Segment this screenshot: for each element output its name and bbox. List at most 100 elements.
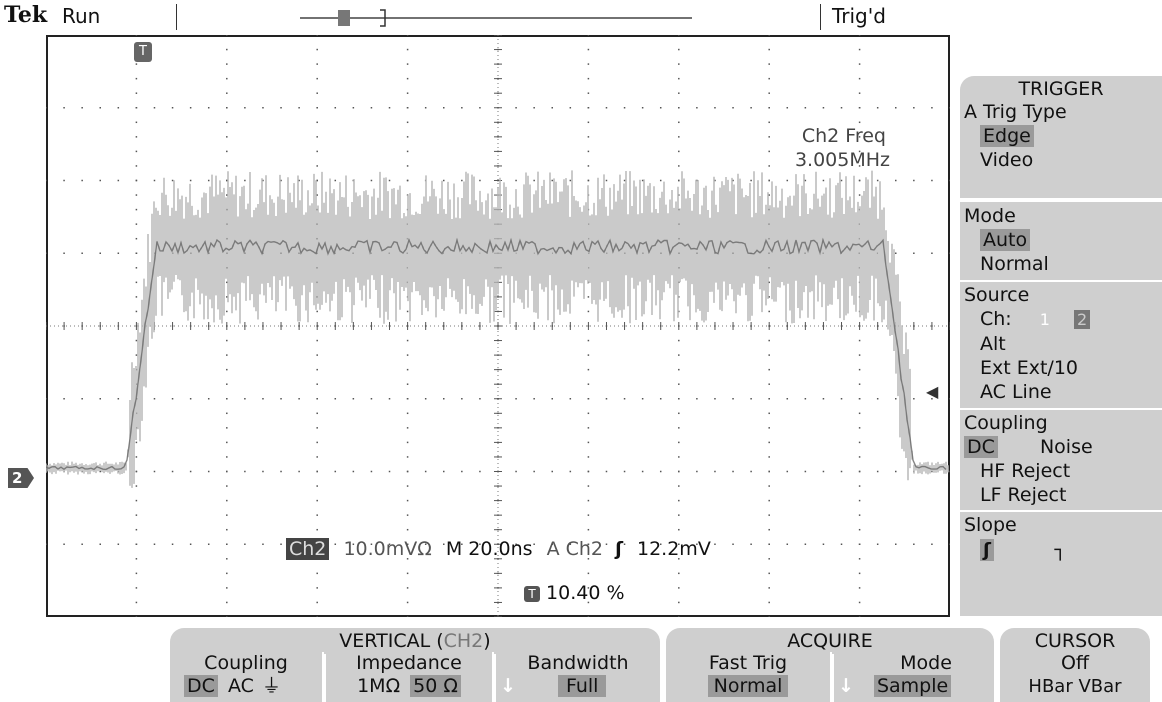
graticule-dot: [46, 252, 47, 254]
source-ch2[interactable]: 2: [1074, 310, 1091, 329]
graticule-dot: [895, 543, 897, 545]
graticule-dot: [316, 208, 318, 211]
source-ext-option[interactable]: Ext Ext/10: [980, 357, 1079, 379]
bandwidth-button[interactable]: Bandwidth ↓ Full: [496, 652, 660, 702]
graticule-dot: [678, 412, 680, 415]
coupling-noise-option[interactable]: Noise: [1039, 436, 1093, 458]
mode-auto-option[interactable]: Auto: [960, 228, 1162, 252]
graticule-dot: [226, 572, 228, 575]
graticule-dot: [406, 35, 409, 36]
trigger-mode-menu[interactable]: Mode Auto Normal: [960, 202, 1162, 280]
graticule-dot: [913, 398, 915, 400]
source-acline-option[interactable]: AC Line: [980, 381, 1052, 403]
vertical-coupling-button[interactable]: Coupling DC AC ⏚: [170, 652, 324, 702]
graticule-dot: [280, 252, 282, 254]
graticule-dot: [858, 368, 861, 371]
trigger-coupling-menu[interactable]: Coupling DC Noise HF Reject LF Reject: [960, 410, 1162, 510]
graticule-dot: [226, 63, 228, 65]
source-channel-option[interactable]: Ch: 1 2: [960, 307, 1162, 332]
volts-per-div: 10.0mVΩ: [343, 538, 432, 560]
graticule-dot: [207, 470, 210, 473]
slope-falling-option[interactable]: ┐: [1054, 539, 1066, 561]
graticule-dot: [46, 107, 47, 109]
coupling-dc-option[interactable]: DC: [964, 436, 998, 458]
graticule-dot: [316, 107, 318, 109]
graticule-dot: [135, 92, 138, 94]
graticule-dot: [316, 601, 318, 604]
trig-type-edge-option[interactable]: Edge: [960, 124, 1162, 148]
graticule-dot: [352, 543, 355, 545]
graticule-dot: [678, 121, 680, 124]
slope-options-row[interactable]: ʃ ┐: [960, 537, 1162, 563]
graticule-dot: [424, 398, 427, 400]
graticule-dot: [352, 470, 355, 473]
graticule-dot: [153, 107, 156, 109]
graticule-dot: [858, 427, 861, 429]
graticule-dot: [244, 543, 246, 545]
graticule-dot: [388, 543, 391, 545]
acquire-mode-value-row: ↓ Sample: [834, 675, 994, 698]
acquire-mode-button[interactable]: Mode ↓ Sample: [834, 652, 994, 702]
coupling-lf-reject-option[interactable]: LF Reject: [980, 484, 1067, 506]
graticule-dot: [153, 398, 156, 400]
graticule-dot: [298, 252, 300, 254]
status-divider: [176, 4, 177, 30]
graticule-dot: [750, 179, 752, 182]
vertical-title-text: VERTICAL (: [339, 630, 444, 652]
trigger-slope-menu[interactable]: Slope ʃ ┐: [960, 512, 1162, 616]
graticule-dot: [768, 179, 770, 182]
trig-type-video-option[interactable]: Video: [980, 149, 1034, 171]
cursor-button[interactable]: Off HBar VBar: [1000, 652, 1150, 702]
graticule-dot: [768, 354, 770, 356]
graticule-dot: [768, 48, 770, 51]
source-alt-option[interactable]: Alt: [980, 333, 1006, 355]
graticule-dot: [316, 412, 318, 415]
graticule-dot: [931, 107, 933, 109]
graticule-dot: [226, 456, 228, 458]
graticule-dot: [117, 107, 120, 109]
coupling-ac-choice[interactable]: AC: [227, 675, 254, 697]
ground-icon[interactable]: ⏚: [261, 675, 281, 697]
source-ch1[interactable]: 1: [1039, 310, 1050, 329]
coupling-dc-noise-row[interactable]: DC Noise: [960, 435, 1162, 459]
graticule-dot: [153, 179, 156, 182]
graticule-dot: [587, 514, 590, 516]
graticule-dot: [678, 194, 680, 196]
graticule-dot: [696, 252, 698, 254]
trigger-type-menu[interactable]: TRIGGER A Trig Type Edge Video: [960, 76, 1162, 198]
coupling-hf-reject-option[interactable]: HF Reject: [980, 460, 1071, 482]
graticule-dot: [786, 107, 789, 109]
horizontal-position-indicator: [300, 9, 692, 27]
graticule-dot: [768, 267, 770, 269]
trigger-source-menu[interactable]: Source Ch: 1 2 Alt Ext Ext/10 AC Line: [960, 282, 1162, 408]
graticule-dot: [479, 107, 481, 109]
graticule-dot: [931, 179, 933, 182]
fast-trig-button[interactable]: Fast Trig Normal: [666, 652, 832, 702]
graticule-dot: [280, 107, 282, 109]
graticule-dot: [587, 441, 590, 444]
graticule-dot: [768, 121, 770, 124]
graticule-dot: [786, 398, 789, 400]
graticule-dot: [443, 179, 445, 182]
graticule-dot: [461, 470, 463, 473]
graticule-dot: [605, 179, 608, 182]
coupling-dc-choice[interactable]: DC: [184, 675, 218, 697]
impedance-1m-choice[interactable]: 1MΩ: [357, 675, 401, 697]
slope-rising-option[interactable]: ʃ: [980, 539, 994, 561]
graticule-dot: [406, 48, 409, 51]
graticule-dot: [316, 179, 318, 182]
graticule-dot: [641, 107, 644, 109]
graticule-dot: [533, 107, 535, 109]
graticule-dot: [406, 398, 409, 400]
graticule-dot: [569, 398, 572, 400]
graticule-dot: [135, 558, 138, 560]
impedance-button[interactable]: Impedance 1MΩ 50 Ω: [326, 652, 494, 702]
graticule-dot: [406, 136, 409, 138]
graticule-dot: [750, 107, 752, 109]
graticule-dot: [316, 528, 318, 531]
impedance-50-choice[interactable]: 50 Ω: [410, 675, 461, 697]
graticule-dot: [316, 92, 318, 94]
graticule-dot: [316, 296, 318, 298]
graticule-dot: [768, 412, 770, 415]
mode-normal-option[interactable]: Normal: [980, 253, 1049, 275]
